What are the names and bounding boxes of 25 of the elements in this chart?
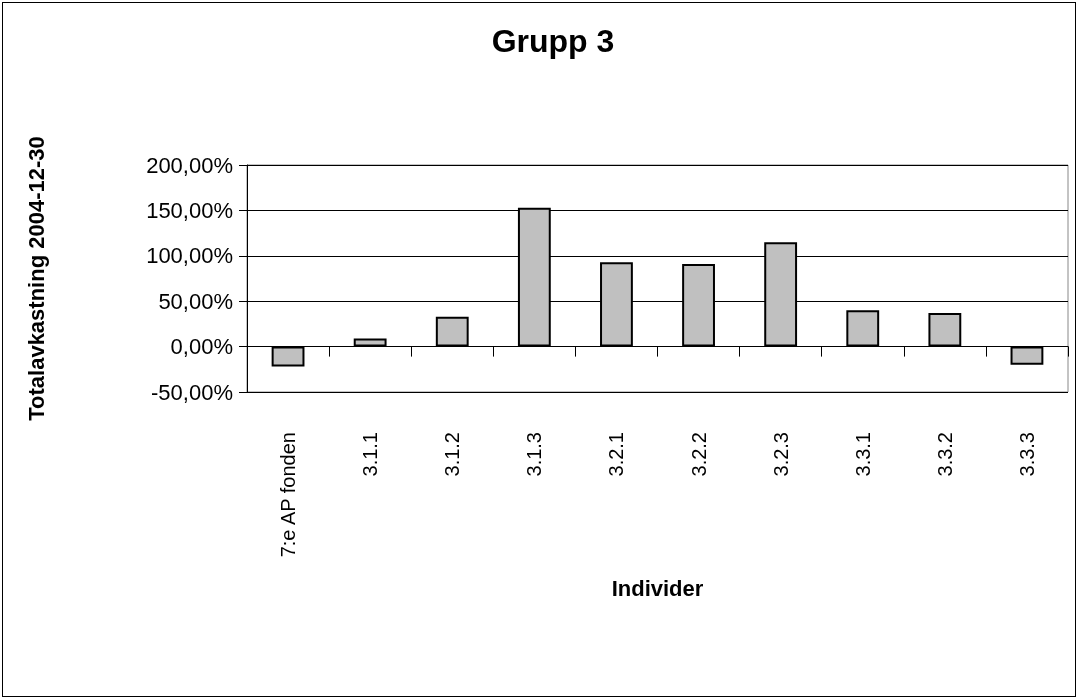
x-tick-label: 3.3.1 [851, 432, 874, 477]
bar [435, 316, 469, 347]
y-tick-label: 0,00% [170, 334, 233, 360]
y-tick-label: 150,00% [146, 197, 233, 223]
x-tick-label: 7:e AP fonden [277, 432, 300, 558]
y-tick-label: 50,00% [158, 288, 233, 314]
y-tick-label: -50,00% [151, 379, 233, 405]
bar [1010, 346, 1044, 365]
y-tick-label: 100,00% [146, 243, 233, 269]
x-tick-label: 3.1.2 [441, 432, 464, 477]
y-axis-title: Totalavkastning 2004-12-30 [23, 136, 49, 421]
chart-title: Grupp 3 [491, 23, 615, 59]
y-tick-label: 200,00% [146, 152, 233, 178]
x-tick-label: 3.2.1 [605, 432, 628, 477]
x-axis-title: Individer [611, 575, 704, 601]
x-tick-label: 3.2.3 [769, 432, 792, 477]
x-tick-label: 3.3.3 [1015, 432, 1038, 477]
bar [271, 346, 305, 367]
x-tick-label: 3.1.1 [359, 432, 382, 477]
bar [928, 313, 962, 347]
x-tick-label: 3.2.2 [687, 432, 710, 477]
x-tick-label: 3.3.2 [933, 432, 956, 477]
x-tick-label: 3.1.3 [523, 432, 546, 477]
bar [353, 338, 387, 347]
bar [846, 310, 880, 347]
